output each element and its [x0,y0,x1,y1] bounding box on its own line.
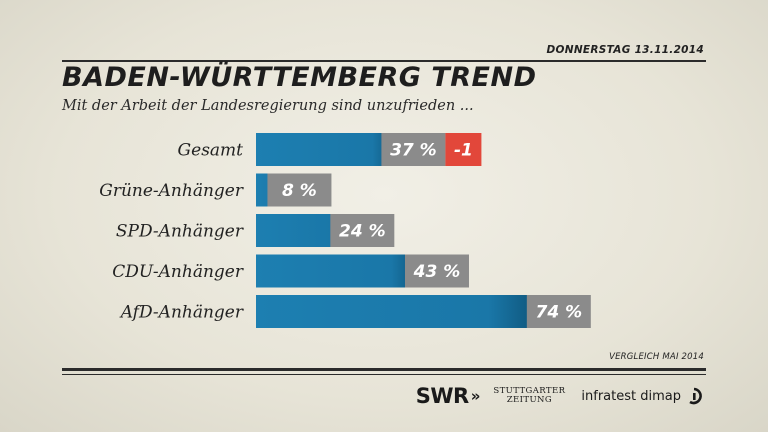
comparison-note: VERGLEICH MAI 2014 [609,352,704,362]
bar-afd-anhänger [256,295,547,328]
swr-logo: SWR » [415,384,481,408]
value-label-cdu-anhänger: 43 % [413,262,461,282]
value-box-gesamt [381,133,446,166]
stz-line2: ZEITUNG [506,395,553,405]
page-subtitle: Mit der Arbeit der Landesregierung sind … [62,98,474,114]
value-label-spd-anhänger: 24 % [339,222,386,242]
value-label-gesamt: 37 % [390,141,437,161]
stz-line1: STUTTGARTER [493,386,566,396]
logo-bar: SWR » STUTTGARTER ZEITUNG infratest dima… [416,383,706,409]
change-label-gesamt: -1 [454,141,473,161]
value-box-grüne-anhänger [267,173,332,207]
bar-gesamt [256,133,402,166]
bottom-rule-thick [62,368,706,371]
swr-logo-text: SWR [415,384,469,408]
value-box-spd-anhänger [330,214,395,247]
value-label-afd-anhänger: 74 % [536,303,583,323]
bottom-rule-thin [62,374,706,375]
date-label: DONNERSTAG 13.11.2014 [546,44,704,56]
category-label-grüne-anhänger: Grüne-Anhänger [99,181,244,201]
value-label-grüne-anhänger: 8 % [282,181,317,201]
category-label-afd-anhänger: AfD-Anhänger [119,303,244,323]
change-box-gesamt [445,133,482,166]
stuttgarter-zeitung-logo: STUTTGARTER ZEITUNG [493,387,565,405]
bar-cdu-anhänger [256,254,425,288]
value-box-afd-anhänger [526,295,591,328]
category-label-gesamt: Gesamt [178,141,244,161]
value-box-cdu-anhänger [404,254,469,288]
infratest-text: infratest dimap [581,388,681,404]
page-title: BADEN-WÜRTTEMBERG TREND [62,62,537,93]
category-label-spd-anhänger: SPD-Anhänger [116,222,244,242]
swr-arrows-icon: » [470,387,481,405]
infratest-mark-icon [689,387,702,405]
top-rule [62,60,706,62]
infratest-dimap-logo: infratest dimap [581,386,706,406]
category-label-cdu-anhänger: CDU-Anhänger [112,262,244,282]
